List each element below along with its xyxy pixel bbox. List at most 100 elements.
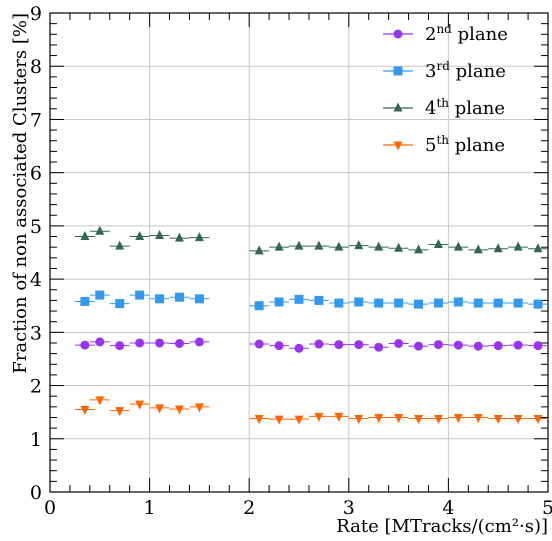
data-point xyxy=(115,299,125,309)
data-point xyxy=(274,241,284,251)
data-point xyxy=(294,415,304,425)
data-point xyxy=(394,242,404,252)
legend-marker xyxy=(393,29,403,39)
series-4-plane xyxy=(74,225,548,255)
data-point xyxy=(374,241,384,251)
data-point xyxy=(513,298,523,308)
data-point xyxy=(414,341,424,351)
data-point xyxy=(135,290,145,300)
legend-label: 3rd plane xyxy=(425,59,506,82)
x-tick-label: 5 xyxy=(542,497,552,519)
data-point xyxy=(80,340,90,350)
data-point xyxy=(254,339,264,349)
legend-item: 5th plane xyxy=(383,133,505,156)
data-point xyxy=(155,338,165,348)
data-point xyxy=(194,232,204,242)
data-point xyxy=(414,244,424,254)
series-layer xyxy=(74,225,548,425)
y-tick-label: 9 xyxy=(30,3,42,25)
y-tick-label: 0 xyxy=(30,482,42,504)
y-tick-label: 2 xyxy=(30,376,42,398)
series-5-plane xyxy=(74,396,548,425)
data-point xyxy=(513,415,523,425)
data-point xyxy=(115,407,125,417)
data-point xyxy=(174,292,184,302)
data-point xyxy=(433,415,443,425)
legend-label: 5th plane xyxy=(425,133,505,156)
legend-marker xyxy=(393,102,403,112)
data-point xyxy=(394,298,404,308)
data-point xyxy=(334,412,344,422)
data-point xyxy=(334,298,344,308)
y-tick-label: 6 xyxy=(30,163,42,185)
data-point xyxy=(194,403,204,413)
y-axis-title: Fraction of non associated Clusters [%] xyxy=(10,13,31,374)
data-point xyxy=(354,297,364,307)
legend-label: 4th plane xyxy=(425,96,505,119)
x-axis-title: Rate [MTracks/(cm²·s)] xyxy=(336,516,548,537)
data-point xyxy=(80,231,90,241)
x-tick-label: 3 xyxy=(343,497,355,519)
legend: 2nd plane 3rd plane 4th plane 5th plane xyxy=(383,22,508,156)
data-point xyxy=(294,294,304,304)
data-point xyxy=(294,343,304,353)
data-point xyxy=(274,297,284,307)
y-tick-label: 8 xyxy=(30,56,42,78)
legend-label: 2nd plane xyxy=(425,22,508,45)
legend-item: 3rd plane xyxy=(383,59,506,82)
data-point xyxy=(473,244,483,254)
data-point xyxy=(354,240,364,250)
data-point xyxy=(314,412,324,422)
data-point xyxy=(433,298,443,308)
legend-marker xyxy=(393,66,403,76)
data-point xyxy=(80,296,90,306)
x-tick-label: 1 xyxy=(144,497,156,519)
data-point xyxy=(374,342,384,352)
series-3-plane xyxy=(74,290,548,311)
data-point xyxy=(194,337,204,347)
data-point xyxy=(533,415,543,425)
data-point xyxy=(254,301,264,311)
data-point xyxy=(194,294,204,304)
axis-ticks: 0 1 2 3 4 5 0 1 2 3 4 5 6 7 8 9 xyxy=(30,3,552,519)
data-point xyxy=(493,341,503,351)
x-tick-label: 4 xyxy=(442,497,454,519)
data-point xyxy=(354,415,364,425)
data-point xyxy=(334,241,344,251)
data-point xyxy=(135,338,145,348)
data-point xyxy=(155,294,165,304)
data-point xyxy=(394,413,404,423)
data-point xyxy=(174,232,184,242)
data-point xyxy=(254,415,264,425)
data-point xyxy=(155,229,165,239)
data-point xyxy=(115,240,125,250)
data-point xyxy=(533,243,543,253)
data-point xyxy=(80,406,90,416)
data-point xyxy=(95,225,105,235)
y-tick-label: 1 xyxy=(30,429,42,451)
data-point xyxy=(414,299,424,309)
data-point xyxy=(95,337,105,347)
data-point xyxy=(174,339,184,349)
data-point xyxy=(135,231,145,241)
data-point xyxy=(493,298,503,308)
x-tick-label: 0 xyxy=(44,497,56,519)
data-point xyxy=(135,400,145,410)
y-tick-label: 7 xyxy=(30,109,42,131)
data-point xyxy=(493,243,503,253)
data-point xyxy=(493,415,503,425)
data-point xyxy=(473,298,483,308)
data-point xyxy=(314,339,324,349)
x-tick-label: 2 xyxy=(243,497,255,519)
data-point xyxy=(453,241,463,251)
data-point xyxy=(473,413,483,423)
data-point xyxy=(433,239,443,249)
data-point xyxy=(274,415,284,425)
data-point xyxy=(254,245,264,255)
plot-border xyxy=(49,12,549,493)
data-point xyxy=(155,404,165,414)
y-tick-label: 4 xyxy=(30,269,42,291)
data-point xyxy=(394,339,404,349)
